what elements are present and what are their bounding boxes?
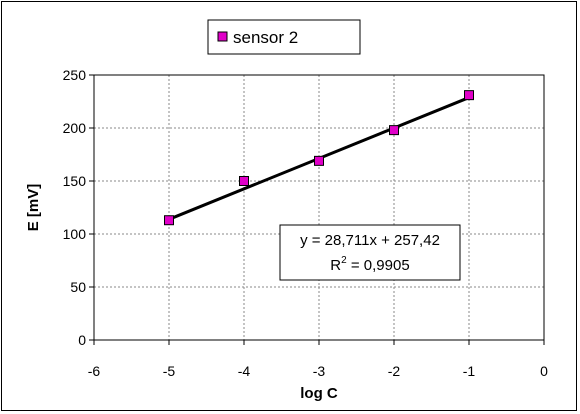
r-squared-superscript: 2 (341, 255, 347, 266)
x-tick-label: -2 (388, 363, 401, 379)
y-tick-label: 150 (63, 173, 87, 189)
y-axis-title: E [mV] (25, 184, 42, 232)
trendline-equation-box: y = 28,711x + 257,42 R2 = 0,9905 (279, 224, 461, 281)
y-tick-label: 200 (63, 120, 87, 136)
legend-box (207, 19, 361, 55)
y-tick-label: 100 (63, 226, 87, 242)
r-squared-value: = 0,9905 (347, 257, 410, 274)
y-tick-label: 250 (63, 67, 87, 83)
data-point (314, 155, 324, 166)
data-point (389, 125, 399, 136)
x-tick-label: -3 (313, 363, 326, 379)
r-squared-symbol: R (330, 257, 341, 274)
x-tick-label: 0 (540, 363, 548, 379)
data-point (464, 90, 474, 101)
x-tick-label: -4 (238, 363, 251, 379)
y-axis-ticks: 0 50 100 150 200 250 (63, 67, 94, 348)
data-point (239, 176, 249, 186)
legend-label-sensor-2: sensor 2 (233, 28, 298, 47)
x-tick-label: -5 (163, 363, 176, 379)
x-tick-label: -1 (463, 363, 476, 379)
data-points (164, 90, 474, 226)
y-tick-label: 0 (78, 332, 86, 348)
legend-marker-sensor-2 (217, 31, 228, 42)
equation-text: y = 28,711x + 257,42 (300, 232, 440, 249)
r-squared-text: R2 = 0,9905 (330, 255, 409, 274)
equation-box (279, 224, 461, 281)
data-point (164, 215, 174, 226)
x-axis-title: log C (300, 385, 338, 402)
x-axis-ticks: -6 -5 -4 -3 -2 -1 0 (88, 340, 548, 379)
legend: sensor 2 (207, 19, 361, 55)
grid-lines (94, 75, 544, 340)
y-tick-label: 50 (70, 279, 86, 295)
x-tick-label: -6 (88, 363, 101, 379)
